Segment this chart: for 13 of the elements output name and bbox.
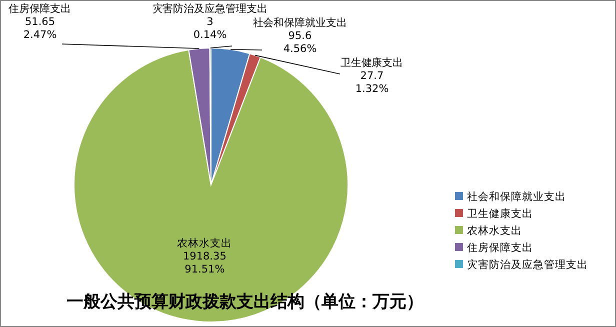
legend-label: 灾害防治及应急管理支出 — [467, 258, 588, 271]
legend-label: 住房保障支出 — [467, 241, 533, 254]
legend-label: 农林水支出 — [467, 224, 522, 237]
data-label: 51.65 2.47% — [23, 16, 57, 41]
slice-label: 社会和保障就业支出 — [252, 16, 348, 29]
legend-label: 社会和保障就业支出 — [467, 190, 566, 203]
slice-label: 住房保障支出 — [8, 2, 72, 15]
data-label: 95.6 4.56% — [283, 30, 317, 55]
data-label: 27.7 1.32% — [355, 70, 389, 95]
slice-label: 灾害防治及应急管理支出 — [152, 2, 268, 15]
legend-label: 卫生健康支出 — [467, 207, 533, 220]
data-label: 3 0.14% — [193, 16, 227, 41]
slice-label: 卫生健康支出 — [340, 56, 404, 69]
